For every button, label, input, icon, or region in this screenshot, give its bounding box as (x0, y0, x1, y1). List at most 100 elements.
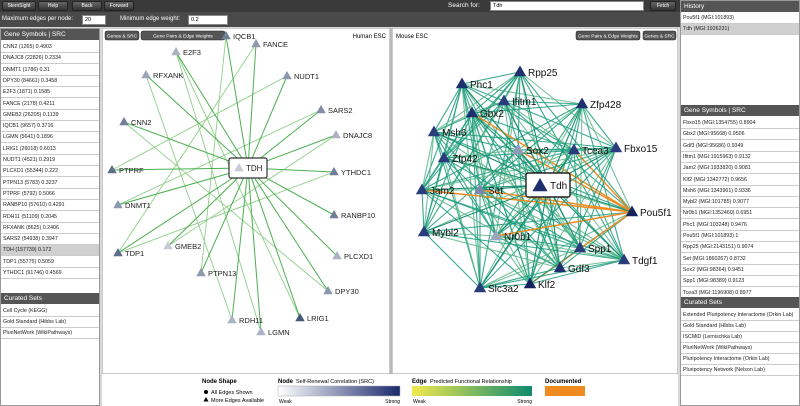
toolbar-button[interactable]: Help (38, 1, 68, 11)
list-item[interactable]: Msh6 (MGI:1343961) 0.9336 (681, 186, 799, 197)
gene-label[interactable]: Zfp428 (590, 100, 622, 111)
list-item[interactable]: ISCMiD (Lemischka Lab) (681, 332, 799, 343)
gene-label[interactable]: Klf2 (538, 280, 556, 291)
list-item[interactable]: RANBP10 (57610) 0.4291 (1, 200, 99, 212)
list-item[interactable]: RDH11 (51109) 0.2045 (1, 212, 99, 223)
toolbar-button[interactable]: Forward (104, 1, 134, 11)
list-item[interactable]: Cell Cycle (KEGG) (1, 306, 99, 317)
gene-label[interactable]: CNN2 (131, 118, 151, 127)
gene-label[interactable]: NUDT1 (294, 72, 319, 81)
list-item[interactable]: TDH (157739) 0.172 (1, 245, 99, 257)
list-item[interactable]: CNN2 (1265) 0.4903 (1, 42, 99, 53)
list-item[interactable]: Pou5f1 (MGI:101893) (681, 13, 799, 24)
gene-node (282, 71, 292, 80)
gene-label[interactable]: RDH11 (239, 316, 263, 325)
panel-button[interactable] (104, 30, 140, 41)
list-item[interactable]: DNMT1 (1786) 0.31 (1, 65, 99, 76)
list-item[interactable]: DNAJC8 (22826) 0.2334 (1, 53, 99, 65)
list-item[interactable]: Set (MGI:1860267) 0.8732 (681, 254, 799, 265)
list-item[interactable]: PTPN13 (5783) 0.3237 (1, 178, 99, 189)
gene-label[interactable]: E2F3 (183, 48, 201, 57)
list-item[interactable]: DPY30 (84661) 0.3458 (1, 76, 99, 87)
gene-label[interactable]: Rpp25 (528, 68, 558, 79)
gene-label[interactable]: Pou5f1 (640, 208, 672, 219)
list-item[interactable]: PLCXD1 (55344) 0.222 (1, 166, 99, 178)
gene-label[interactable]: Slc3a2 (488, 284, 519, 295)
center-node[interactable] (228, 157, 268, 179)
gene-label[interactable]: Sox2 (526, 146, 549, 157)
list-item[interactable]: SARS2 (54938) 0.3947 (1, 234, 99, 246)
gene-label[interactable]: Nr0b1 (504, 232, 532, 243)
gene-label[interactable]: DNAJC8 (343, 131, 372, 140)
toolbar-button[interactable]: Back (72, 1, 102, 11)
gene-label[interactable]: Phc1 (470, 80, 493, 91)
gene-label[interactable]: PTPRF (119, 166, 144, 175)
list-item[interactable]: NUDT1 (4521) 0.2919 (1, 155, 99, 166)
list-item[interactable]: TDP1 (55775) 0.5059 (1, 257, 99, 268)
max-edges-input[interactable]: 20 (82, 15, 106, 25)
list-item[interactable]: Gdf3 (MGI:95686) 0.9349 (681, 141, 799, 152)
gene-label[interactable]: Gbx2 (480, 109, 504, 120)
gene-label[interactable]: FANCE (263, 40, 288, 49)
gene-label[interactable]: DPY30 (335, 287, 359, 296)
panel-button[interactable] (642, 30, 677, 41)
gene-label[interactable]: Mybl2 (432, 228, 459, 239)
list-item[interactable]: Ifitm1 (MGI:1915963) 0.9132 (681, 152, 799, 163)
gene-label[interactable]: DNMT1 (125, 201, 151, 210)
list-item[interactable]: Pluripotency Network (Nelson Lab) (681, 365, 799, 376)
list-item[interactable]: Rpp25 (MGI:2143151) 0.9074 (681, 242, 799, 254)
list-item[interactable]: Jam2 (MGI:1933820) 0.9081 (681, 163, 799, 175)
search-input[interactable]: Tdh (490, 1, 644, 11)
gene-label[interactable]: RANBP10 (341, 211, 375, 220)
gene-label[interactable]: IQCB1 (233, 32, 256, 41)
gene-label[interactable]: Jam2 (430, 186, 455, 197)
list-item[interactable]: PTPRF (5792) 0.5066 (1, 189, 99, 200)
gene-label[interactable]: LRIG1 (307, 314, 329, 323)
list-item[interactable]: Mybl2 (MGI:101785) 0.9077 (681, 197, 799, 209)
list-item[interactable]: Extended Pluripotency Interactome (Orkin… (681, 310, 799, 321)
list-item[interactable]: LRIG1 (26018) 0.6013 (1, 144, 99, 155)
list-item[interactable]: Nr0b1 (MGI:1352460) 0.6951 (681, 208, 799, 220)
list-item[interactable]: PluriNetWork (WikiPathways) (681, 343, 799, 354)
gene-label[interactable]: LGMN (268, 328, 290, 337)
gene-label[interactable]: TDP1 (125, 249, 144, 258)
gene-label[interactable]: PTPN13 (208, 269, 236, 278)
gene-label[interactable]: GMEB2 (175, 242, 201, 251)
list-item[interactable]: Sox2 (MGI:98364) 0.9451 (681, 265, 799, 276)
gene-label[interactable]: Ifitm1 (512, 97, 537, 108)
min-weight-input[interactable]: 0.2 (188, 15, 228, 25)
list-item[interactable]: Fbxo15 (MGI:1354755) 0.8904 (681, 118, 799, 129)
gene-label[interactable]: Spp1 (588, 244, 612, 255)
list-item[interactable]: Klf2 (MGI:1342772) 0.9656 (681, 175, 799, 186)
gene-label[interactable]: Zfp42 (452, 154, 478, 165)
list-item[interactable]: GMEB2 (26205) 0.1139 (1, 110, 99, 121)
list-item[interactable]: LGMN (5641) 0.1896 (1, 132, 99, 144)
list-item[interactable]: Tdh (MGI:1926231) (681, 24, 799, 35)
list-item[interactable]: Spp1 (MGI:98389) 0.9123 (681, 276, 799, 288)
list-item[interactable]: Pou5f1 (MGI:101893) 1 (681, 231, 799, 242)
panel-button[interactable] (575, 30, 641, 41)
gene-label[interactable]: SARS2 (328, 106, 353, 115)
gene-label[interactable]: Gdf3 (568, 264, 590, 275)
gene-label[interactable]: Tdgf1 (632, 256, 658, 267)
gene-label[interactable]: RFXANK (153, 71, 183, 80)
list-item[interactable]: Gbx2 (MGI:95668) 0.9506 (681, 129, 799, 141)
gene-label[interactable]: Set (488, 186, 503, 197)
gene-label[interactable]: YTHDC1 (341, 168, 371, 177)
gene-label[interactable]: Tcea3 (582, 146, 609, 157)
fetch-button[interactable]: Fetch (650, 1, 676, 11)
list-item[interactable]: RFXANK (8625) 0.2406 (1, 223, 99, 234)
gene-label[interactable]: Fbxo15 (624, 144, 658, 155)
list-item[interactable]: Gold Standard (Hibbs Lab) (681, 321, 799, 332)
list-item[interactable]: PluriNetWork (WikiPathways) (1, 328, 99, 339)
gene-label[interactable]: PLCXD1 (344, 252, 373, 261)
list-item[interactable]: Phc1 (MGI:103248) 0.9476 (681, 220, 799, 231)
list-item[interactable]: YTHDC1 (91746) 0.4569 (1, 268, 99, 279)
list-item[interactable]: IQCB1 (9657) 0.3716 (1, 121, 99, 133)
list-item[interactable]: Pluripotency Interactome (Orkin Lab) (681, 354, 799, 365)
list-item[interactable]: E2F3 (1871) 0.1585 (1, 87, 99, 99)
list-item[interactable]: Gold Standard (Hibbs Lab) (1, 317, 99, 328)
toolbar-button[interactable]: StemSight (2, 1, 36, 11)
gene-label[interactable]: Msh6 (442, 128, 467, 139)
list-item[interactable]: FANCE (2178) 0.4211 (1, 99, 99, 110)
